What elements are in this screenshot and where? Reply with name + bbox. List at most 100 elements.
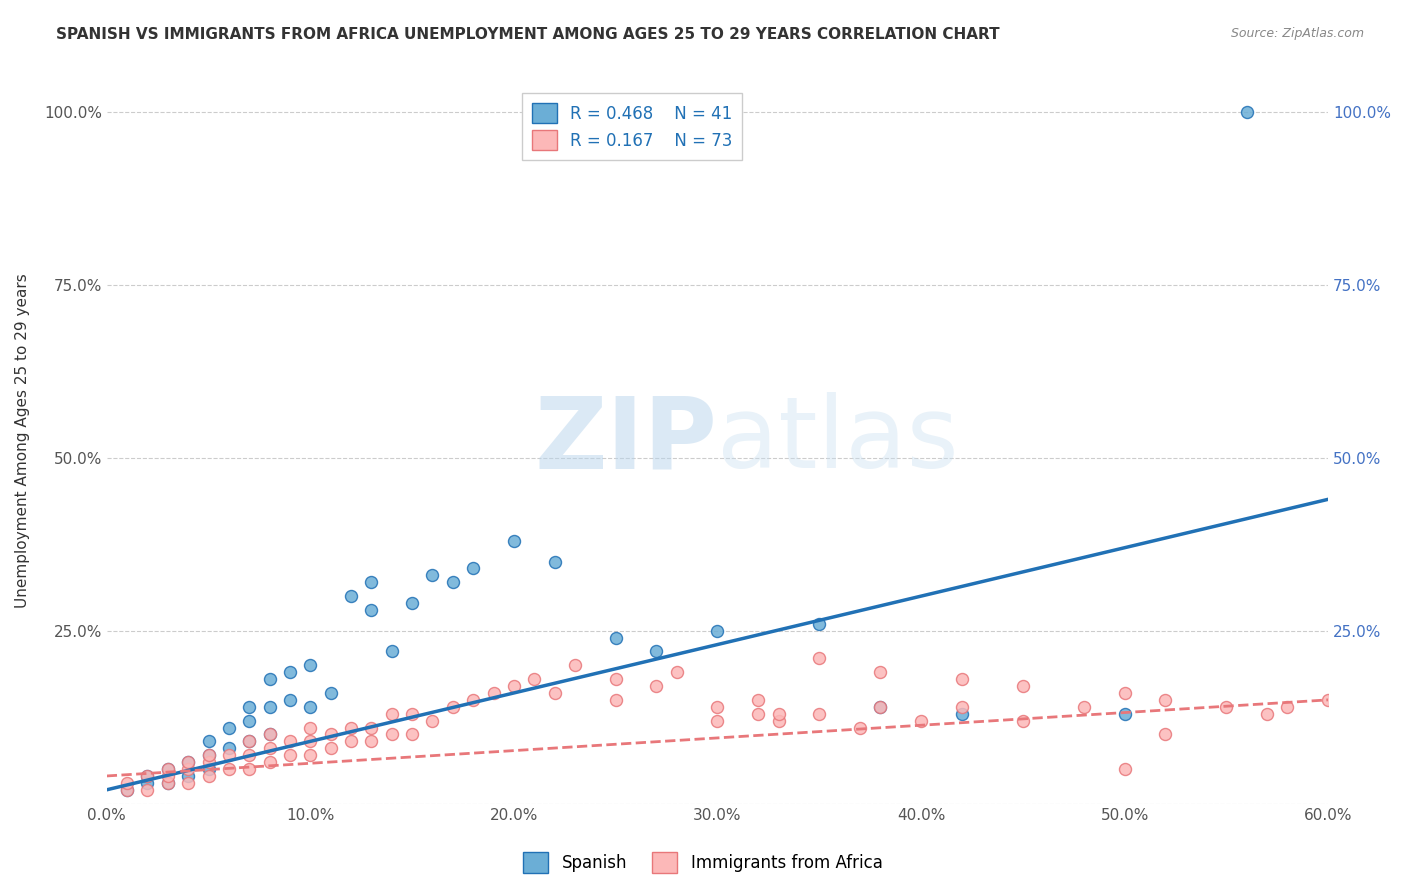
Point <box>381 727 404 741</box>
Point <box>768 706 790 721</box>
Text: SPANISH VS IMMIGRANTS FROM AFRICA UNEMPLOYMENT AMONG AGES 25 TO 29 YEARS CORRELA: SPANISH VS IMMIGRANTS FROM AFRICA UNEMPL… <box>56 27 1000 42</box>
Point <box>319 741 342 756</box>
Point <box>136 782 159 797</box>
Point <box>299 734 322 748</box>
Point <box>1236 105 1258 120</box>
Text: atlas: atlas <box>717 392 959 489</box>
Point <box>218 741 240 756</box>
Point <box>1114 762 1136 776</box>
Point <box>115 782 138 797</box>
Point <box>808 616 831 631</box>
Point <box>768 714 790 728</box>
Point <box>340 589 363 603</box>
Point <box>259 727 281 741</box>
Point <box>197 748 219 763</box>
Point <box>238 748 260 763</box>
Point <box>259 755 281 769</box>
Point <box>238 699 260 714</box>
Point <box>441 699 464 714</box>
Point <box>401 706 423 721</box>
Point <box>747 706 769 721</box>
Point <box>605 631 627 645</box>
Point <box>1256 706 1278 721</box>
Point <box>238 734 260 748</box>
Point <box>523 672 546 686</box>
Point <box>177 755 200 769</box>
Point <box>381 644 404 658</box>
Point <box>706 624 728 638</box>
Point <box>299 699 322 714</box>
Point <box>543 686 565 700</box>
Point <box>422 714 444 728</box>
Point <box>238 734 260 748</box>
Point <box>950 699 973 714</box>
Text: Source: ZipAtlas.com: Source: ZipAtlas.com <box>1230 27 1364 40</box>
Point <box>1215 699 1237 714</box>
Point <box>543 555 565 569</box>
Point <box>747 693 769 707</box>
Point <box>319 727 342 741</box>
Point <box>381 706 404 721</box>
Point <box>1317 693 1340 707</box>
Point <box>197 762 219 776</box>
Point <box>278 665 301 680</box>
Point <box>422 568 444 582</box>
Point <box>340 721 363 735</box>
Point <box>360 734 382 748</box>
Point <box>1154 727 1177 741</box>
Point <box>218 762 240 776</box>
Point <box>259 699 281 714</box>
Point <box>665 665 688 680</box>
Point <box>706 714 728 728</box>
Text: ZIP: ZIP <box>534 392 717 489</box>
Point <box>808 651 831 665</box>
Point <box>645 644 668 658</box>
Point <box>156 769 179 783</box>
Point <box>156 762 179 776</box>
Point <box>482 686 505 700</box>
Point <box>278 748 301 763</box>
Y-axis label: Unemployment Among Ages 25 to 29 years: Unemployment Among Ages 25 to 29 years <box>15 273 30 608</box>
Point <box>299 748 322 763</box>
Point <box>441 575 464 590</box>
Point <box>218 721 240 735</box>
Point <box>136 769 159 783</box>
Point <box>259 727 281 741</box>
Legend: R = 0.468    N = 41, R = 0.167    N = 73: R = 0.468 N = 41, R = 0.167 N = 73 <box>522 93 742 161</box>
Point <box>401 596 423 610</box>
Point <box>177 755 200 769</box>
Point <box>401 727 423 741</box>
Point <box>1114 686 1136 700</box>
Point <box>808 706 831 721</box>
Point <box>1277 699 1299 714</box>
Point <box>869 699 891 714</box>
Point <box>218 748 240 763</box>
Point <box>197 769 219 783</box>
Point <box>299 721 322 735</box>
Point <box>156 776 179 790</box>
Point <box>950 706 973 721</box>
Point <box>177 769 200 783</box>
Point <box>1154 693 1177 707</box>
Point <box>605 693 627 707</box>
Point <box>197 755 219 769</box>
Point <box>115 776 138 790</box>
Point <box>360 603 382 617</box>
Point <box>849 721 872 735</box>
Point <box>115 782 138 797</box>
Point <box>564 658 586 673</box>
Point <box>197 748 219 763</box>
Point <box>278 693 301 707</box>
Point <box>502 533 524 548</box>
Point <box>177 762 200 776</box>
Point <box>1114 706 1136 721</box>
Point <box>706 699 728 714</box>
Point <box>360 721 382 735</box>
Legend: Spanish, Immigrants from Africa: Spanish, Immigrants from Africa <box>517 846 889 880</box>
Point <box>299 658 322 673</box>
Point <box>463 693 485 707</box>
Point <box>869 699 891 714</box>
Point <box>156 762 179 776</box>
Point <box>259 741 281 756</box>
Point <box>156 776 179 790</box>
